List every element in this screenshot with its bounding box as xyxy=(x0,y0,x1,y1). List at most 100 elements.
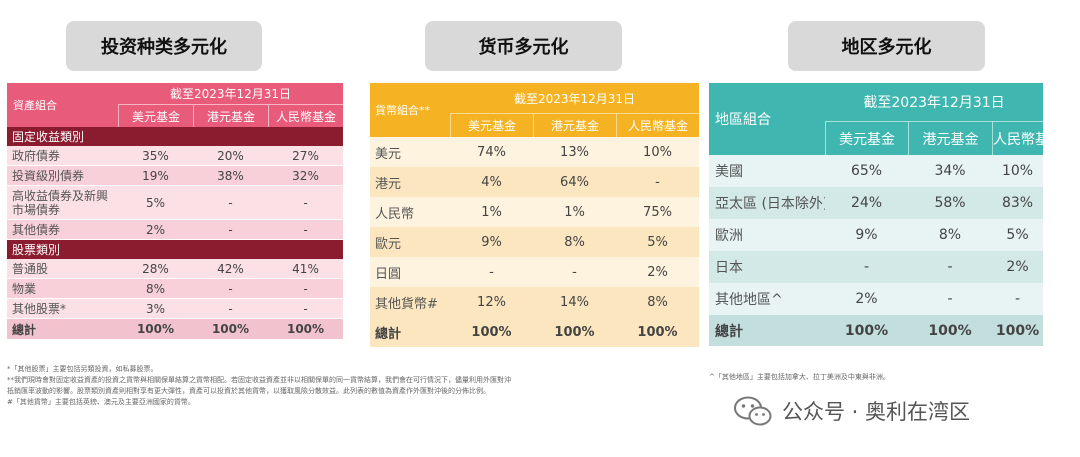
watermark: 公众号 · 奥利在湾区 xyxy=(733,393,970,429)
region-usd-header: 美元基金 xyxy=(825,122,908,155)
row-value: - xyxy=(193,220,268,240)
footnote: #「其他貨幣」主要包括英鎊、澳元及主要亞洲國家的貨幣。 xyxy=(7,398,195,406)
row-label: 其他債券 xyxy=(7,220,118,240)
total-value: 100% xyxy=(908,315,992,346)
table-row: 亞太區 (日本除外) 24% 58% 83% xyxy=(709,187,1044,219)
currency-rmb-header: 人民幣基金 xyxy=(616,114,700,137)
row-value: 58% xyxy=(908,187,992,219)
row-label: 其他地區^ xyxy=(709,283,825,315)
row-value: 20% xyxy=(193,146,268,166)
region-label-header: 地區組合 xyxy=(709,83,825,155)
row-value: 1% xyxy=(450,197,533,227)
asset-usd-header: 美元基金 xyxy=(118,105,193,127)
row-label: 高收益債券及新興市場債券 xyxy=(7,186,118,220)
equity-section-label: 股票類別 xyxy=(7,240,344,259)
region-diversification-title: 地区多元化 xyxy=(788,21,985,71)
currency-label-header: 貨幣組合** xyxy=(370,83,450,137)
row-label: 政府債券 xyxy=(7,146,118,166)
watermark-text: 公众号 · 奥利在湾区 xyxy=(782,400,971,424)
footnote: **我們現時會對固定收益資產的投資之貨幣與相關保單結算之貨幣相配。若固定收益資產… xyxy=(7,376,511,384)
row-value: - xyxy=(193,279,268,299)
row-value: 32% xyxy=(268,166,344,186)
table-row: 美國 65% 34% 10% xyxy=(709,155,1044,187)
table-row: 其他股票* 3% - - xyxy=(7,299,344,319)
row-label: 歐洲 xyxy=(709,219,825,251)
row-value: 10% xyxy=(616,137,700,167)
asset-diversification-title: 投资种类多元化 xyxy=(66,21,262,71)
currency-allocation-table: 貨幣組合** 截至2023年12月31日 美元基金 港元基金 人民幣基金 美元 … xyxy=(370,83,700,347)
row-value: 5% xyxy=(992,219,1044,251)
total-row: 總計 100% 100% 100% xyxy=(709,315,1044,346)
row-value: 27% xyxy=(268,146,344,166)
asset-hkd-header: 港元基金 xyxy=(193,105,268,127)
row-value: 8% xyxy=(616,287,700,317)
table-row: 其他貨幣# 12% 14% 8% xyxy=(370,287,700,317)
footnotes-right: ^「其他地區」主要包括加拿大、拉丁美洲及中東與非洲。 xyxy=(709,372,890,383)
total-label: 總計 xyxy=(7,319,118,339)
footnote: *「其他股票」主要包括另類投資，如私募股票。 xyxy=(7,365,158,373)
row-value: - xyxy=(825,251,908,283)
row-value: 5% xyxy=(118,186,193,220)
region-rmb-header: 人民幣基金 xyxy=(992,122,1044,155)
row-value: 35% xyxy=(118,146,193,166)
asset-allocation-table: 資產組合 截至2023年12月31日 美元基金 港元基金 人民幣基金 固定收益類… xyxy=(7,83,344,339)
total-label: 總計 xyxy=(370,317,450,347)
row-value: 14% xyxy=(533,287,616,317)
row-value: 75% xyxy=(616,197,700,227)
row-label: 投資級別債券 xyxy=(7,166,118,186)
region-date-header: 截至2023年12月31日 xyxy=(825,83,1044,122)
asset-label-header: 資產組合 xyxy=(7,83,118,127)
row-value: - xyxy=(268,220,344,240)
total-row: 總計 100% 100% 100% xyxy=(370,317,700,347)
row-value: 74% xyxy=(450,137,533,167)
row-value: - xyxy=(268,186,344,220)
row-label: 日圓 xyxy=(370,257,450,287)
row-value: 8% xyxy=(908,219,992,251)
row-label: 人民幣 xyxy=(370,197,450,227)
row-value: 28% xyxy=(118,259,193,279)
row-value: 10% xyxy=(992,155,1044,187)
table-row: 港元 4% 64% - xyxy=(370,167,700,197)
row-label: 普通股 xyxy=(7,259,118,279)
table-row: 投資級別債券 19% 38% 32% xyxy=(7,166,344,186)
total-label: 總計 xyxy=(709,315,825,346)
fixed-income-section-label: 固定收益類別 xyxy=(7,127,344,146)
total-value: 100% xyxy=(992,315,1044,346)
row-label: 亞太區 (日本除外) xyxy=(709,187,825,219)
total-value: 100% xyxy=(193,319,268,339)
row-value: 5% xyxy=(616,227,700,257)
row-value: - xyxy=(908,283,992,315)
row-label: 日本 xyxy=(709,251,825,283)
row-value: - xyxy=(268,279,344,299)
row-value: 2% xyxy=(616,257,700,287)
table-row: 日圓 - - 2% xyxy=(370,257,700,287)
row-value: 65% xyxy=(825,155,908,187)
row-value: 34% xyxy=(908,155,992,187)
fixed-income-section-row: 固定收益類別 xyxy=(7,127,344,146)
row-value: 83% xyxy=(992,187,1044,219)
row-value: - xyxy=(992,283,1044,315)
table-row: 普通股 28% 42% 41% xyxy=(7,259,344,279)
asset-date-header: 截至2023年12月31日 xyxy=(118,83,344,105)
table-row: 政府債券 35% 20% 27% xyxy=(7,146,344,166)
region-allocation-table: 地區組合 截至2023年12月31日 美元基金 港元基金 人民幣基金 美國 65… xyxy=(709,83,1044,346)
table-row: 歐洲 9% 8% 5% xyxy=(709,219,1044,251)
row-value: 41% xyxy=(268,259,344,279)
table-row: 物業 8% - - xyxy=(7,279,344,299)
currency-usd-header: 美元基金 xyxy=(450,114,533,137)
row-value: - xyxy=(193,186,268,220)
row-value: 8% xyxy=(118,279,193,299)
currency-hkd-header: 港元基金 xyxy=(533,114,616,137)
row-value: 13% xyxy=(533,137,616,167)
region-hkd-header: 港元基金 xyxy=(908,122,992,155)
row-value: 12% xyxy=(450,287,533,317)
row-value: 1% xyxy=(533,197,616,227)
total-value: 100% xyxy=(118,319,193,339)
table-row: 歐元 9% 8% 5% xyxy=(370,227,700,257)
wechat-icon xyxy=(733,395,773,427)
row-value: 8% xyxy=(533,227,616,257)
table-row: 日本 - - 2% xyxy=(709,251,1044,283)
total-value: 100% xyxy=(616,317,700,347)
row-label: 其他貨幣# xyxy=(370,287,450,317)
total-value: 100% xyxy=(268,319,344,339)
